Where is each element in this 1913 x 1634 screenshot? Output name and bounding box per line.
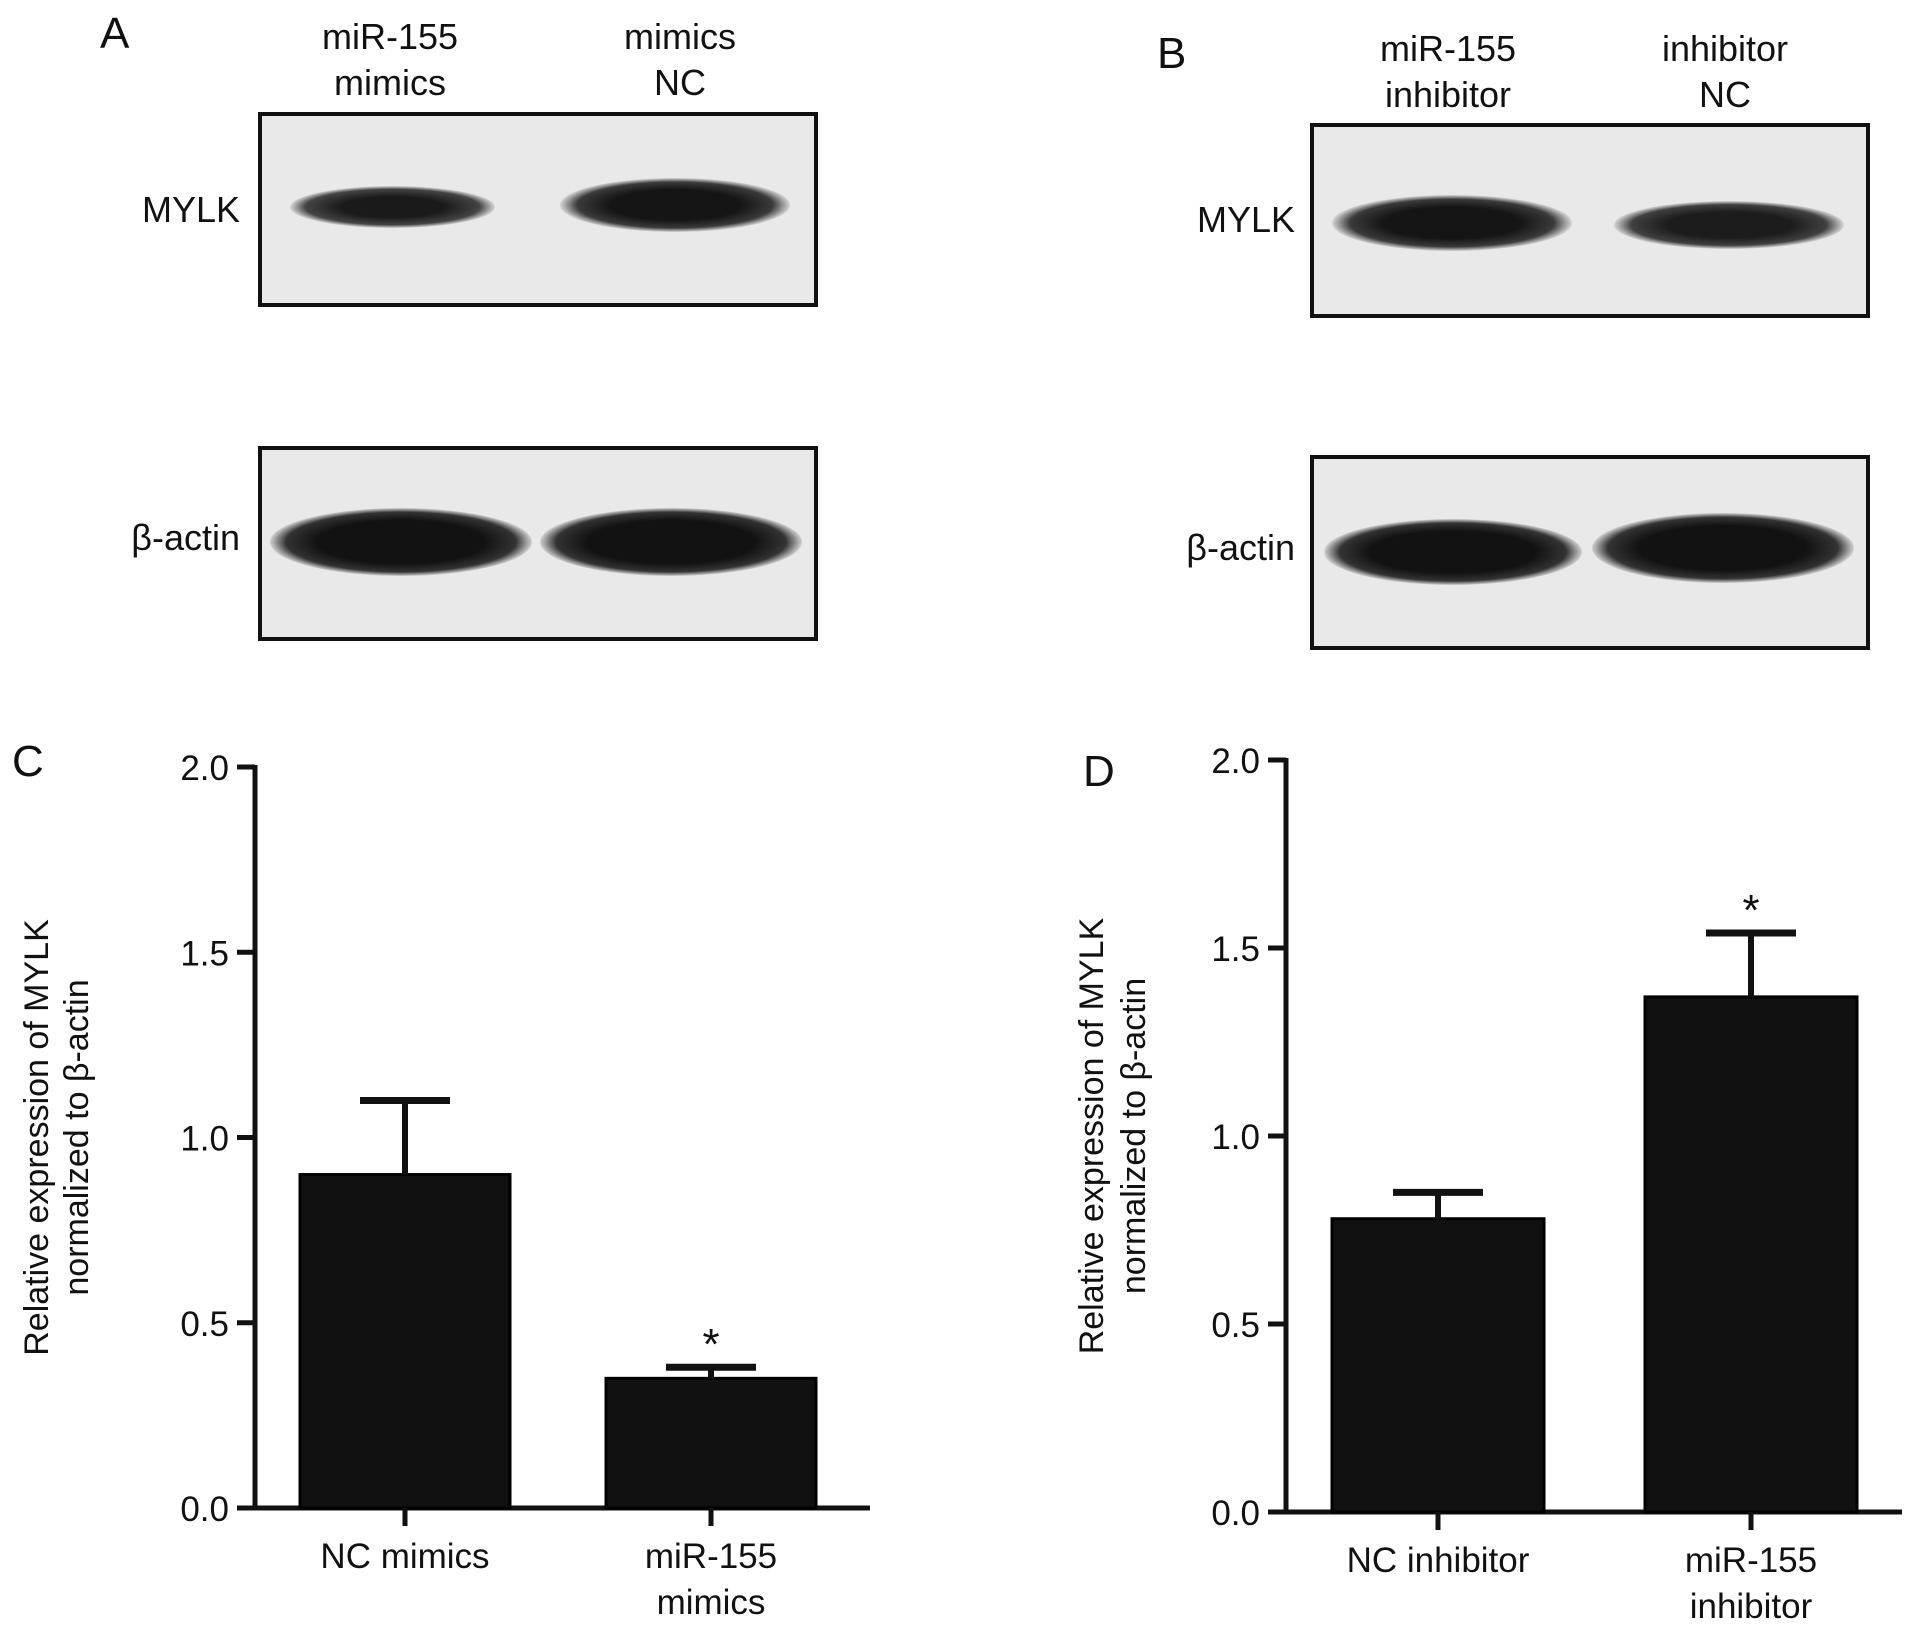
- y-axis-label: normalized to β-actin: [58, 979, 96, 1295]
- panel-letter-d: D: [1083, 747, 1115, 796]
- row-label-mylk-a: MYLK: [141, 189, 240, 230]
- blot-actin-b: [1310, 455, 1870, 650]
- band: [1592, 513, 1854, 583]
- x-tick-label: miR-155: [645, 1537, 777, 1576]
- y-tick-label: 1.5: [1211, 930, 1260, 969]
- bar: [604, 1376, 818, 1510]
- lane-label-line: NC: [1699, 74, 1751, 115]
- y-tick-label: 1.0: [180, 1120, 229, 1159]
- bar: [1330, 1217, 1546, 1514]
- chart-c: 0.0 0.5 1.0 1.5 2.0 Relative expression of MY…: [18, 749, 870, 1622]
- chart-d: 0.0 0.5 1.0 1.5 2.0 Relative expression of MY…: [1073, 742, 1902, 1626]
- row-label-mylk-b: MYLK: [1196, 199, 1295, 240]
- lane-label-line: mimics: [624, 16, 736, 57]
- x-tick-label: miR-155: [1685, 1541, 1817, 1580]
- x-tick-label: inhibitor: [1690, 1587, 1813, 1626]
- lane-label-line: inhibitor: [1661, 28, 1789, 69]
- band: [540, 508, 802, 576]
- x-tick-label: NC mimics: [320, 1537, 489, 1576]
- band: [1614, 201, 1844, 249]
- band: [1324, 519, 1582, 585]
- y-tick-label: 0.0: [180, 1490, 229, 1529]
- lane-label-line: NC: [654, 62, 706, 103]
- panel-letter-a: A: [100, 9, 130, 58]
- row-label-actin-b: β-actin: [1186, 527, 1295, 568]
- lane-label-a2: mimics NC: [570, 14, 790, 106]
- y-tick-label: 1.5: [180, 934, 229, 973]
- panel-letter-b: B: [1157, 29, 1187, 78]
- lane-label-b1: miR-155 inhibitor: [1333, 26, 1563, 118]
- bar: [1643, 995, 1859, 1514]
- row-label-actin-a: β-actin: [131, 517, 240, 558]
- lane-label-b2: inhibitor NC: [1610, 26, 1840, 118]
- y-tick-label: 2.0: [1211, 742, 1260, 781]
- y-tick-label: 1.0: [1211, 1118, 1260, 1157]
- significance-marker: *: [702, 1320, 719, 1369]
- band: [560, 178, 790, 232]
- lane-label-a1: miR-155 mimics: [280, 14, 500, 106]
- significance-marker: *: [1742, 886, 1759, 935]
- lane-label-line: miR-155: [321, 16, 459, 57]
- y-axis-label: Relative expression of MYLK: [1073, 917, 1111, 1354]
- y-axis-label: Relative expression of MYLK: [18, 919, 56, 1356]
- blot-mylk-b: [1310, 123, 1870, 318]
- blot-actin-a: [258, 446, 818, 641]
- lane-label-line: miR-155: [1379, 28, 1517, 69]
- y-tick-label: 2.0: [180, 749, 229, 788]
- lane-label-line: inhibitor: [1384, 74, 1512, 115]
- band: [270, 508, 532, 576]
- band: [1332, 195, 1572, 251]
- band: [290, 186, 495, 228]
- x-tick-label: NC inhibitor: [1347, 1541, 1530, 1580]
- bar: [298, 1173, 512, 1510]
- y-tick-label: 0.0: [1211, 1494, 1260, 1533]
- panel-letter-c: C: [12, 737, 44, 786]
- lane-label-line: mimics: [334, 62, 446, 103]
- blot-mylk-a: [258, 112, 818, 307]
- y-tick-label: 0.5: [180, 1305, 229, 1344]
- y-axis-label: normalized to β-actin: [1115, 978, 1153, 1294]
- x-tick-label: mimics: [657, 1583, 766, 1622]
- y-tick-label: 0.5: [1211, 1306, 1260, 1345]
